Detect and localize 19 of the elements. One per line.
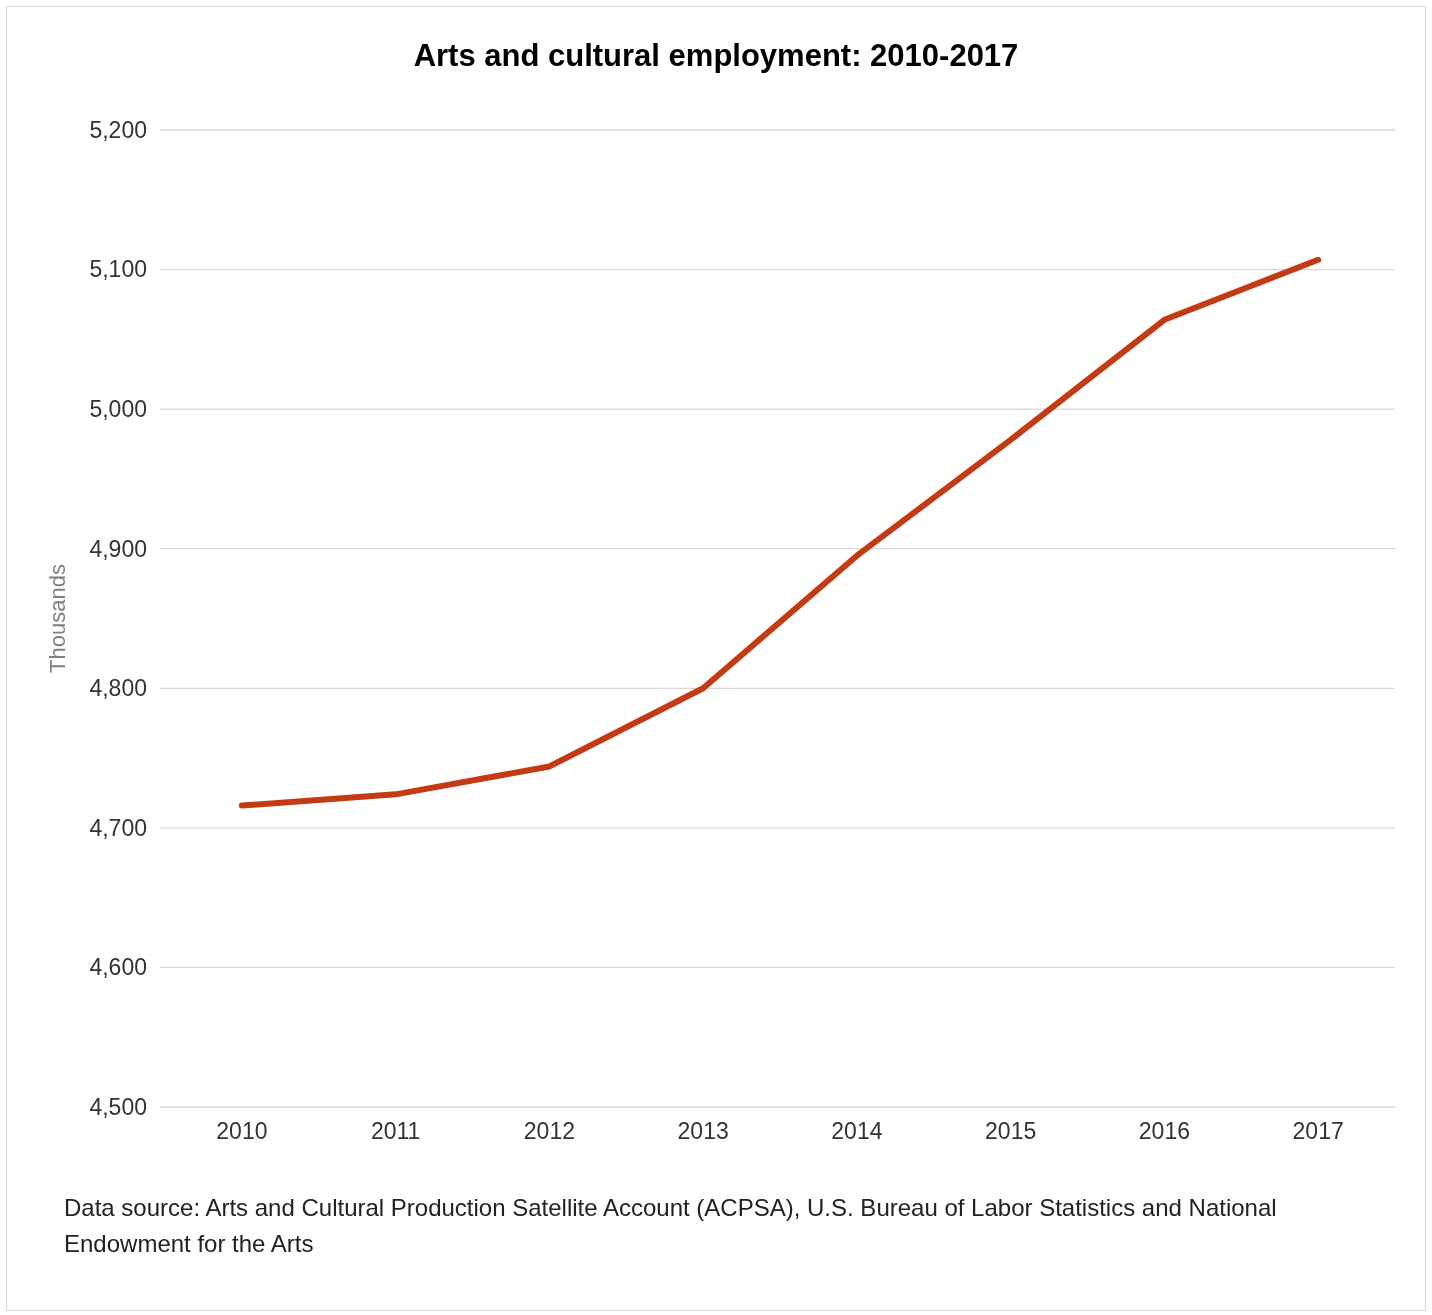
x-tick-label: 2011 <box>370 1118 421 1145</box>
chart-title: Arts and cultural employment: 2010-2017 <box>413 38 1019 73</box>
y-tick-label: 4,700 <box>89 814 147 841</box>
x-tick-label: 2010 <box>216 1118 268 1145</box>
x-tick-label: 2015 <box>985 1118 1037 1145</box>
x-tick-label: 2016 <box>1138 1118 1190 1145</box>
y-tick-label: 4,600 <box>89 954 147 981</box>
y-axis-title: Thousands <box>45 564 70 673</box>
x-tick-label: 2017 <box>1292 1118 1344 1145</box>
x-tick-label: 2013 <box>677 1118 729 1145</box>
y-tick-label: 4,500 <box>89 1093 147 1120</box>
x-tick-label: 2012 <box>523 1118 575 1145</box>
y-tick-label: 4,800 <box>89 675 147 702</box>
y-tick-label: 5,100 <box>89 256 147 283</box>
source-note: Data source: Arts and Cultural Production Satellite Account (ACPSA), U.S. Bureau of Labor Statistics and National Endowment for the Arts <box>64 1193 1278 1259</box>
x-tick-label: 2014 <box>831 1118 883 1145</box>
y-tick-label: 5,000 <box>89 396 147 422</box>
y-tick-label: 5,200 <box>89 116 147 143</box>
y-tick-label: 4,900 <box>89 535 147 562</box>
